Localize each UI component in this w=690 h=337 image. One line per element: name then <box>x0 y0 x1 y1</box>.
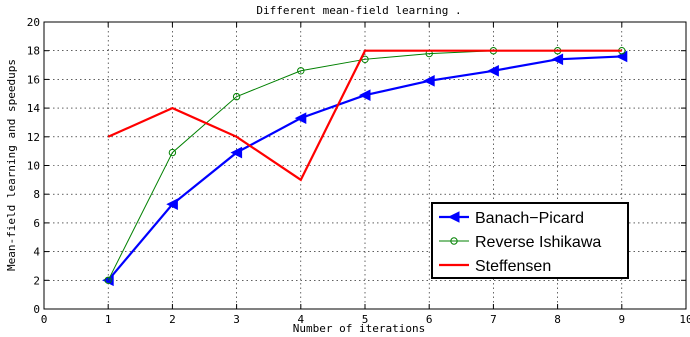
legend-label: Reverse Ishikawa <box>475 234 601 251</box>
data-point <box>294 112 307 124</box>
y-tick-label: 8 <box>33 188 40 201</box>
legend: Banach−Picard Reverse Ishikawa Steffensen <box>431 202 629 279</box>
data-point <box>232 92 241 101</box>
y-tick-label: 2 <box>33 274 40 287</box>
data-point <box>487 64 499 77</box>
y-axis-label: Mean-field learning and speedups <box>5 59 18 271</box>
data-point <box>615 50 628 63</box>
data-point <box>230 146 243 159</box>
series-group <box>102 47 628 287</box>
y-tick-label: 14 <box>27 102 41 115</box>
x-tick-label: 4 <box>297 313 304 326</box>
y-tick-label: 6 <box>33 217 40 230</box>
x-tick-label: 0 <box>41 313 48 326</box>
x-tick-label: 3 <box>233 313 240 326</box>
legend-swatch-marker <box>450 237 458 245</box>
legend-entry: Steffensen <box>439 258 551 275</box>
legend-entry: Reverse Ishikawa <box>439 234 601 251</box>
data-point <box>168 148 177 157</box>
y-tick-label: 18 <box>27 45 40 58</box>
legend-swatch-marker <box>447 211 460 223</box>
x-tick-label: 9 <box>618 313 625 326</box>
data-point <box>297 67 305 75</box>
data-point <box>166 198 178 211</box>
y-tick-label: 10 <box>27 160 40 173</box>
data-point <box>551 53 564 66</box>
x-tick-label: 1 <box>105 313 112 326</box>
y-tick-label: 16 <box>27 73 40 86</box>
data-point <box>104 276 112 284</box>
y-tick-label: 12 <box>27 131 40 144</box>
chart-title: Different mean-field learning . <box>256 4 461 17</box>
x-tick-label: 2 <box>169 313 176 326</box>
legend-label: Steffensen <box>475 258 551 275</box>
y-tick-label: 4 <box>33 246 40 259</box>
legend-label: Banach−Picard <box>475 210 584 227</box>
x-tick-label: 6 <box>426 313 433 326</box>
data-point <box>423 75 435 87</box>
y-tick-label: 20 <box>27 16 40 29</box>
x-tick-label: 5 <box>362 313 369 326</box>
x-axis-label: Number of iterations <box>293 322 425 335</box>
x-tick-label: 10 <box>679 313 690 326</box>
x-tick-label: 8 <box>554 313 561 326</box>
series-2 <box>107 49 622 182</box>
data-point <box>358 89 371 101</box>
legend-entry: Banach−Picard <box>439 210 584 227</box>
series-line <box>107 49 622 182</box>
x-tick-label: 7 <box>490 313 497 326</box>
y-tick-label: 0 <box>33 303 40 316</box>
